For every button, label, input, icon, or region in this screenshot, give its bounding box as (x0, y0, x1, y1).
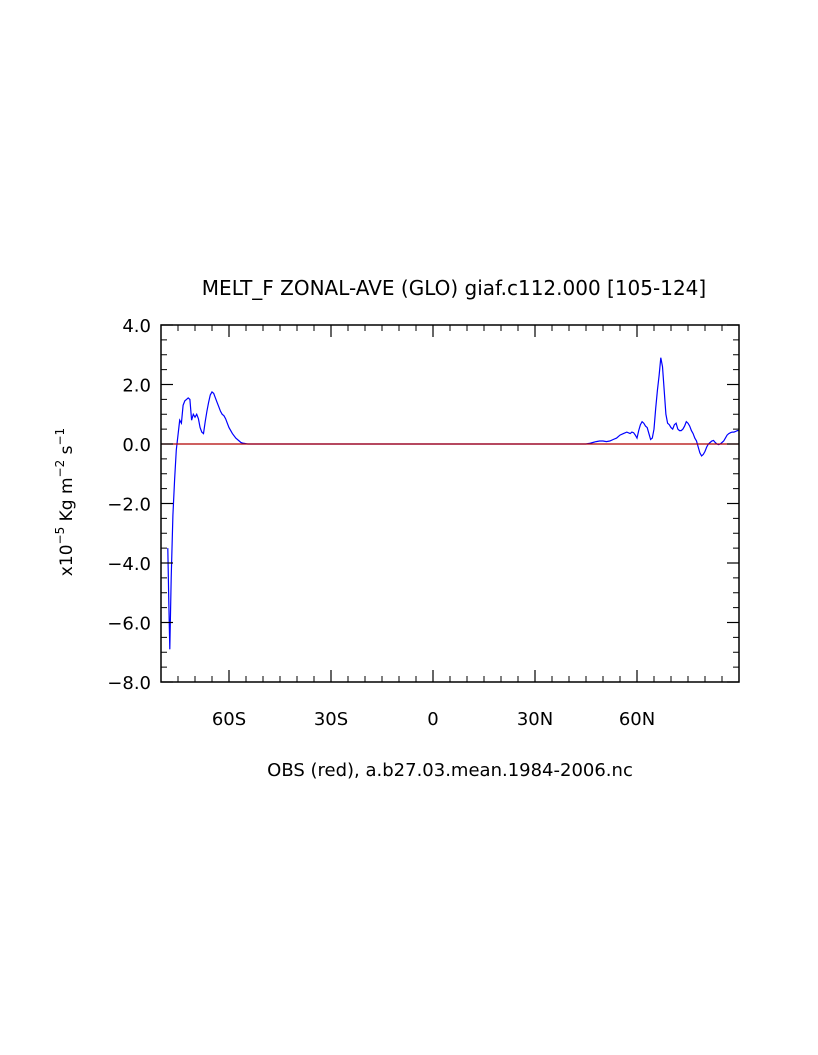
x-tick-label: 60N (619, 709, 655, 730)
y-axis-label-exp2: −2 (53, 460, 67, 478)
plot-frame (160, 324, 740, 683)
y-axis-label: x10−5 Kg m−2 s−1 (53, 428, 77, 576)
axis-ticks (161, 324, 740, 683)
y-tick-labels: 4.0 2.0 0.0 −2.0 −4.0 −6.0 −8.0 (107, 316, 151, 694)
chart-subtitle: OBS (red), a.b27.03.mean.1984-2006.nc (267, 760, 633, 781)
x-tick-label: 30N (517, 709, 553, 730)
x-tick-labels: 60S 30S 0 30N 60N (212, 709, 655, 730)
y-tick-label: −6.0 (107, 614, 151, 635)
y-tick-label: 0.0 (122, 435, 151, 456)
y-tick-label: 4.0 (122, 316, 151, 337)
y-axis-label-prefix: x10 (57, 544, 77, 576)
y-axis-label-exp1: −5 (53, 527, 67, 545)
plot-area (161, 357, 739, 650)
series-line-1 (167, 357, 739, 650)
y-axis-label-mid: Kg m (57, 477, 77, 526)
y-axis-label-exp3: −1 (53, 428, 67, 446)
y-tick-label: −2.0 (107, 495, 151, 516)
x-tick-label: 60S (212, 709, 246, 730)
x-tick-label: 30S (314, 709, 348, 730)
y-tick-label: −8.0 (107, 673, 151, 694)
y-tick-label: −4.0 (107, 554, 151, 575)
chart-title: MELT_F ZONAL-AVE (GLO) giaf.c112.000 [10… (202, 276, 706, 300)
x-tick-label: 0 (427, 709, 438, 730)
y-tick-label: 2.0 (122, 376, 151, 397)
y-axis-label-tail: s (57, 445, 77, 459)
